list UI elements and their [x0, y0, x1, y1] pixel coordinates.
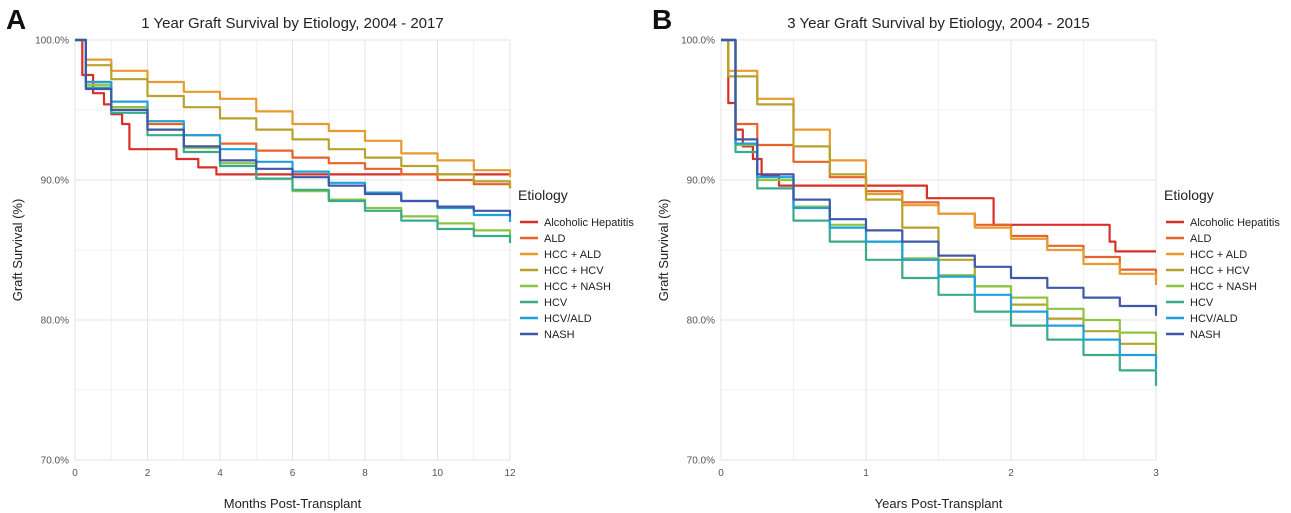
x-tick-label: 4 [217, 468, 223, 479]
legend-label: HCC + ALD [1190, 249, 1247, 261]
series-line-hcv-ald [721, 38, 1158, 369]
legend-label: HCV/ALD [544, 313, 592, 325]
legend-label: Alcoholic Hepatitis [1190, 217, 1280, 229]
x-tick-label: 10 [432, 468, 444, 479]
x-axis-label: Years Post-Transplant [875, 496, 1003, 511]
panel-label: A [6, 4, 27, 35]
y-tick-label: 90.0% [687, 176, 715, 187]
x-tick-label: 0 [718, 468, 724, 479]
legend-label: HCV/ALD [1190, 313, 1238, 325]
panel-label: B [652, 4, 673, 35]
x-tick-label: 12 [504, 468, 516, 479]
x-tick-label: 8 [362, 468, 368, 479]
legend-label: NASH [544, 329, 575, 341]
series-line-nash [75, 38, 512, 217]
legend-label: HCC + ALD [544, 249, 601, 261]
x-tick-label: 6 [290, 468, 296, 479]
series-line-hcc-nash [721, 38, 1158, 344]
legend-label: ALD [544, 233, 565, 245]
x-tick-label: 2 [1008, 468, 1014, 479]
legend-label: ALD [1190, 233, 1211, 245]
legend-title: Etiology [1164, 187, 1214, 203]
legend-label: NASH [1190, 329, 1221, 341]
legend-label: Alcoholic Hepatitis [544, 217, 634, 229]
legend-label: HCV [544, 297, 568, 309]
x-tick-label: 0 [72, 468, 78, 479]
chart-b: 0 1 2 3 70.0% 80.0% 90.0% 100.0% 3 Year Graft Su… [656, 15, 1280, 511]
y-axis-label: Graft Survival (%) [656, 199, 671, 302]
series-line-nash [721, 38, 1158, 316]
chart-title: 3 Year Graft Survival by Etiology, 2004 … [787, 15, 1089, 32]
y-tick-label: 80.0% [41, 316, 69, 327]
series-line-hcv [721, 38, 1158, 386]
x-tick-label: 3 [1153, 468, 1159, 479]
legend-title: Etiology [518, 187, 568, 203]
y-axis-label: Graft Survival (%) [10, 199, 25, 302]
x-tick-label: 2 [145, 468, 151, 479]
y-tick-label: 70.0% [687, 456, 715, 467]
series-line-hcc-hcv [75, 38, 512, 189]
chart-panel-a: A 0 2 4 6 8 10 12 70.0% 80.0% 90.0% 100.0% 1 Year G… [0, 0, 645, 513]
chart-a: 0 2 4 6 8 10 12 70.0% 80.0% 90.0% 100.0% 1 Year Gra… [10, 15, 634, 511]
legend-label: HCC + NASH [1190, 281, 1257, 293]
series-line-hcv [75, 38, 512, 243]
y-tick-label: 70.0% [41, 456, 69, 467]
y-tick-label: 90.0% [41, 176, 69, 187]
y-tick-label: 80.0% [687, 316, 715, 327]
chart-panel-b: B 0 1 2 3 70.0% 80.0% 90.0% 100.0% 3 Year Graft … [646, 0, 1291, 513]
y-tick-label: 100.0% [35, 36, 69, 47]
chart-title: 1 Year Graft Survival by Etiology, 2004 … [141, 15, 443, 32]
y-tick-label: 100.0% [681, 36, 715, 47]
series-line-hcc-ald [721, 38, 1158, 285]
legend-label: HCV [1190, 297, 1214, 309]
x-axis-label: Months Post-Transplant [224, 496, 362, 511]
x-tick-label: 1 [863, 468, 869, 479]
legend-label: HCC + HCV [1190, 265, 1250, 277]
legend-label: HCC + NASH [544, 281, 611, 293]
series-line-hcc-ald [75, 38, 512, 178]
legend-label: HCC + HCV [544, 265, 604, 277]
